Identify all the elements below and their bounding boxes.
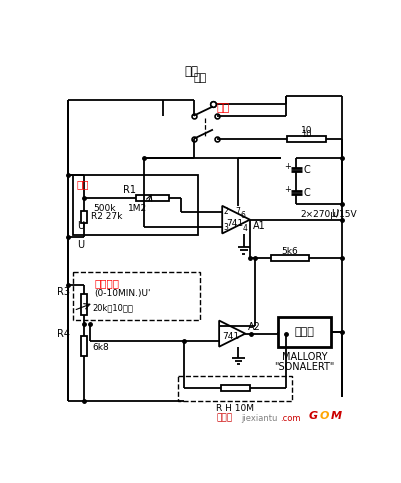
Text: 741: 741 — [221, 332, 239, 341]
Text: 2: 2 — [223, 208, 228, 216]
Text: 6k8: 6k8 — [93, 343, 109, 352]
Text: R1: R1 — [123, 185, 136, 196]
Bar — [270, 255, 308, 261]
Text: 复位: 复位 — [193, 73, 206, 83]
Text: 10: 10 — [300, 127, 312, 135]
Text: O: O — [319, 411, 328, 421]
Text: 校准: 校准 — [77, 179, 89, 189]
Text: 20k（10匝）: 20k（10匝） — [93, 304, 134, 313]
Text: C: C — [303, 188, 310, 198]
Text: 继电器: 继电器 — [294, 327, 314, 337]
Bar — [178, 376, 292, 400]
Text: 定时调整: 定时调整 — [94, 278, 119, 288]
Text: M: M — [330, 411, 341, 421]
Text: U: U — [77, 221, 83, 231]
Text: +: + — [284, 185, 290, 194]
Text: 7: 7 — [235, 207, 239, 215]
Text: C: C — [303, 165, 310, 175]
Text: R4: R4 — [57, 328, 69, 339]
Bar — [220, 385, 249, 391]
Text: 1M2: 1M2 — [128, 204, 147, 213]
Text: G: G — [308, 411, 317, 421]
Text: +: + — [284, 162, 290, 171]
Text: 复位: 复位 — [184, 65, 198, 78]
Text: 2×270μ/15V: 2×270μ/15V — [299, 211, 356, 219]
Text: 3: 3 — [223, 223, 228, 232]
Text: 10: 10 — [300, 130, 311, 139]
Bar — [286, 136, 325, 142]
Bar — [80, 336, 87, 356]
Text: MALLORY: MALLORY — [281, 353, 326, 362]
Text: U: U — [77, 241, 83, 251]
Text: A1: A1 — [252, 221, 265, 231]
Text: .com: .com — [279, 414, 300, 423]
Text: R3: R3 — [57, 286, 69, 297]
Text: 启动: 启动 — [216, 103, 229, 113]
Text: jiexiantu: jiexiantu — [240, 414, 277, 423]
Bar — [278, 317, 330, 347]
Bar — [135, 195, 169, 201]
Bar — [80, 211, 87, 223]
Text: R H 10M: R H 10M — [216, 404, 254, 413]
Bar — [80, 294, 87, 315]
Text: A2: A2 — [248, 323, 261, 332]
Text: 741: 741 — [225, 219, 243, 228]
Text: "SONALERT": "SONALERT" — [274, 362, 334, 372]
Bar — [73, 272, 199, 320]
Text: 6: 6 — [240, 211, 245, 220]
Bar — [73, 175, 197, 235]
Text: 5k6: 5k6 — [281, 247, 298, 256]
Text: 接线图: 接线图 — [216, 414, 232, 423]
Text: 500k: 500k — [93, 204, 116, 213]
Text: 4: 4 — [242, 225, 247, 233]
Text: R2 27k: R2 27k — [91, 212, 122, 221]
Text: U: U — [330, 209, 338, 219]
Text: (0-10MIN.)U': (0-10MIN.)U' — [94, 289, 150, 298]
